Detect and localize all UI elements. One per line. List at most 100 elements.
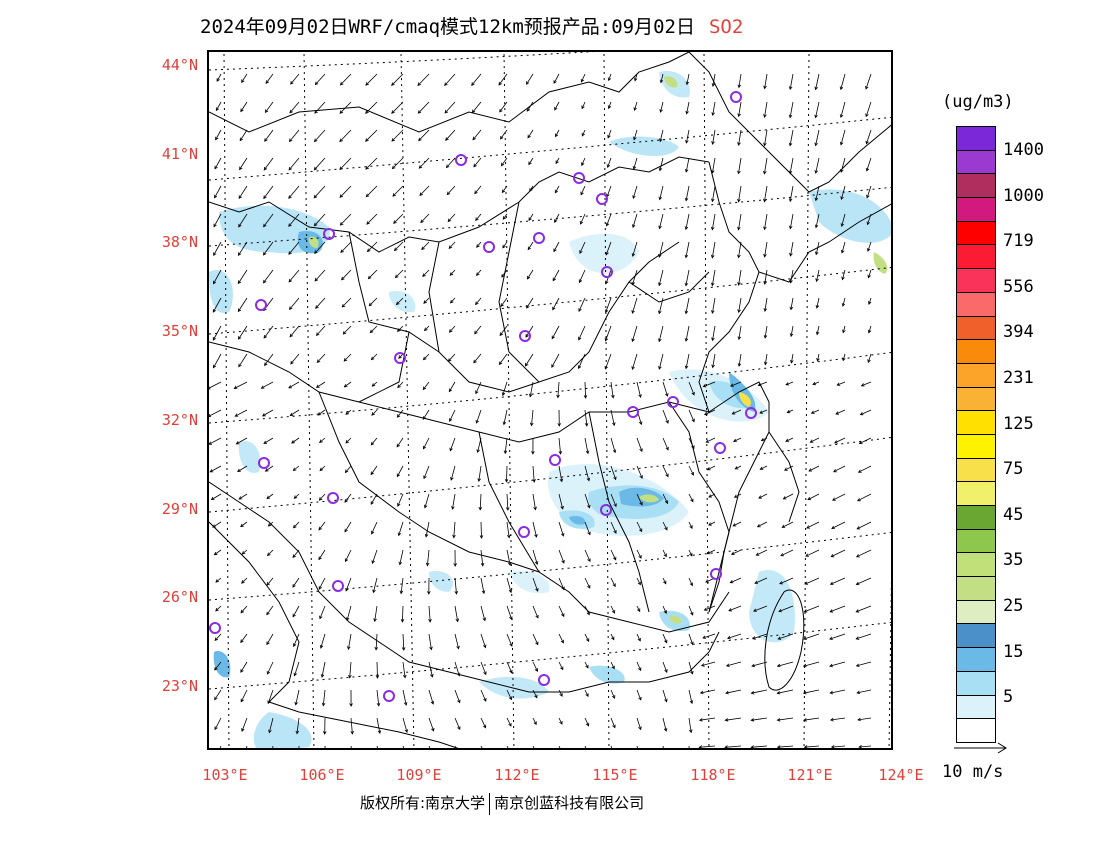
wind-vector-head	[399, 590, 404, 595]
wind-vector-head	[238, 223, 242, 228]
wind-vector	[554, 101, 560, 111]
wind-vector-head	[855, 581, 860, 586]
wind-vector	[790, 297, 794, 310]
city-marker	[627, 406, 639, 418]
wind-vector	[424, 325, 430, 331]
wind-vector-head	[842, 357, 846, 362]
wind-vector	[402, 745, 405, 748]
wind-vector	[506, 549, 511, 566]
wind-vector	[344, 493, 352, 503]
wind-vector	[268, 717, 274, 733]
wind-vector-head	[238, 363, 242, 368]
wind-vector	[662, 717, 667, 732]
wind-vector	[392, 157, 404, 169]
wind-vector-head	[865, 167, 870, 172]
wind-vector	[371, 521, 378, 534]
wind-vector	[444, 73, 456, 86]
wind-vector-head	[241, 728, 245, 733]
wind-vector-head	[293, 643, 297, 648]
wind-vector-head	[444, 109, 449, 114]
wind-vector	[342, 297, 352, 308]
wind-vector	[789, 101, 794, 118]
wind-vector-head	[456, 672, 461, 677]
wind-vector-head	[209, 386, 211, 390]
wind-vector	[856, 577, 872, 585]
wind-vector-head	[529, 422, 534, 427]
wind-vector	[703, 381, 716, 387]
wind-vector	[662, 633, 668, 643]
wind-vector-head	[778, 608, 782, 613]
wind-vector	[812, 381, 820, 385]
wind-vector-head	[705, 439, 710, 443]
wind-vector-head	[699, 690, 704, 695]
wind-vector	[662, 689, 667, 702]
wind-vector-head	[750, 745, 754, 748]
wind-vector-head	[349, 703, 353, 707]
wind-vector	[738, 241, 742, 258]
wind-vector	[371, 353, 378, 360]
wind-vector	[419, 157, 430, 169]
wind-vector-head	[292, 554, 296, 559]
wind-vector	[396, 437, 404, 448]
wind-vector-head	[481, 590, 486, 595]
wind-vector	[552, 297, 560, 310]
wind-vector-head	[314, 250, 318, 255]
wind-vector	[829, 605, 846, 613]
wind-vector	[500, 129, 508, 140]
wind-vector-head	[422, 273, 426, 277]
wind-vector	[477, 437, 482, 453]
wind-vector-head	[343, 384, 348, 388]
wind-vector	[610, 549, 617, 560]
wind-vector	[532, 577, 539, 592]
wind-vector-head	[350, 730, 354, 735]
wind-vector-head	[396, 414, 401, 418]
wind-vector-head	[424, 327, 428, 332]
map-canvas[interactable]	[209, 52, 893, 750]
wind-vector-head	[502, 216, 507, 220]
wind-vector	[526, 73, 534, 85]
wind-vector-head	[580, 78, 585, 83]
wind-vector	[501, 157, 508, 166]
wind-vector-head	[268, 729, 272, 734]
wind-vector	[685, 241, 690, 258]
wind-vector	[551, 353, 560, 368]
wind-vector	[293, 465, 300, 471]
wind-vector	[856, 661, 872, 667]
wind-vector	[712, 129, 716, 145]
wind-vector-head	[215, 607, 219, 612]
wind-vector-head	[475, 301, 479, 306]
wind-vector	[708, 493, 716, 498]
wind-vector-head	[267, 700, 271, 705]
wind-vector	[213, 269, 222, 284]
wind-vector-head	[534, 561, 539, 565]
wind-vector	[215, 577, 222, 583]
wind-vector-head	[289, 109, 293, 114]
wind-vector	[475, 381, 482, 394]
wind-vector-head	[318, 526, 322, 531]
wind-vector	[393, 213, 404, 224]
color-scale-label: 15	[1003, 641, 1024, 662]
wind-vector-head	[763, 308, 768, 312]
wind-vector	[857, 521, 872, 530]
wind-vector	[658, 269, 664, 286]
wind-vector-head	[475, 419, 479, 424]
wind-vector	[422, 409, 430, 420]
wind-vector	[454, 633, 459, 649]
wind-vector	[842, 325, 846, 333]
wind-vector-head	[555, 133, 559, 138]
wind-vector-head	[266, 611, 270, 616]
wind-vector-head	[711, 169, 715, 174]
pollutant-label: SO2	[708, 16, 744, 38]
wind-vector-head	[777, 636, 782, 640]
wind-vector-head	[559, 478, 564, 483]
wind-vector	[608, 101, 612, 109]
wind-vector	[704, 605, 716, 611]
wind-vector	[314, 129, 326, 142]
map-panel[interactable]	[207, 50, 893, 750]
footer-divider	[489, 792, 491, 815]
wind-vector	[525, 325, 534, 338]
wind-vector-head	[339, 194, 344, 198]
wind-vector	[803, 633, 820, 640]
wind-vector	[314, 241, 326, 254]
wind-vector	[584, 437, 589, 454]
